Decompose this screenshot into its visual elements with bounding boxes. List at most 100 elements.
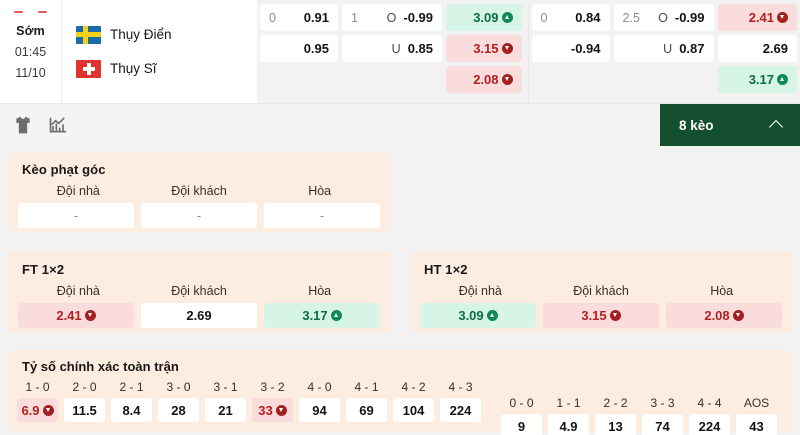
score-label: 4 - 0 xyxy=(307,380,332,394)
odds-group-primary: 0 0.91 0.95 1 O -0.99 xyxy=(260,4,529,103)
correct-score-card: Tỷ số chính xác toàn trận 1 - 0 6.9 2 - … xyxy=(8,350,792,435)
handicap-column-primary: 0 0.91 0.95 xyxy=(260,4,338,103)
score-column: 3 - 0 28 xyxy=(155,374,202,422)
score-odd[interactable]: 104 xyxy=(393,398,434,422)
column-header-home: Đội nhà xyxy=(56,284,100,298)
onextwo-cell[interactable]: 2.08 xyxy=(446,66,522,93)
handicap-line: 0 xyxy=(269,10,276,25)
handicap-cell[interactable]: 0 0.84 xyxy=(531,4,610,31)
handicap-cell-empty xyxy=(260,66,338,93)
score-odd-value: 43 xyxy=(749,418,764,434)
score-odd[interactable]: 28 xyxy=(158,398,199,422)
onextwo-cell[interactable]: 3.09 xyxy=(446,4,522,31)
score-label: 3 - 3 xyxy=(650,396,675,410)
score-odd-value: 94 xyxy=(312,402,327,418)
corner-card-headers: Đội nhà Đội khách Hòa xyxy=(8,177,390,198)
away-team-row[interactable]: Thụy Sĩ xyxy=(76,59,257,78)
score-odd[interactable]: 43 xyxy=(736,414,777,435)
handicap-cell[interactable]: 0 0.91 xyxy=(260,4,338,31)
score-label: 3 - 1 xyxy=(213,380,238,394)
score-label: 3 - 2 xyxy=(260,380,285,394)
score-odd-value: 33 xyxy=(258,402,273,418)
ht-away-odd[interactable]: 3.15 xyxy=(543,303,659,328)
ht-home-odd-value: 3.09 xyxy=(458,308,484,323)
home-team-row[interactable]: Thụy Điển xyxy=(76,25,257,44)
score-odd[interactable]: 69 xyxy=(346,398,387,422)
arrow-down-icon xyxy=(275,404,287,416)
corner-draw-odd[interactable]: - xyxy=(264,203,380,228)
score-odd[interactable]: 8.4 xyxy=(111,398,152,422)
over-under-cell[interactable]: U 0.85 xyxy=(342,35,442,62)
over-under-cell-empty xyxy=(614,66,714,93)
onextwo-cell[interactable]: 2.41 xyxy=(717,4,797,31)
over-under-cell[interactable]: U 0.87 xyxy=(613,35,714,62)
score-label: 2 - 1 xyxy=(119,380,144,394)
onextwo-price: 3.15 xyxy=(473,41,499,56)
chevron-up-icon xyxy=(770,121,783,129)
jersey-icon[interactable] xyxy=(13,115,33,135)
over-marker: O xyxy=(386,10,397,25)
over-under-cell-empty xyxy=(342,66,442,93)
match-date: 11/10 xyxy=(15,66,46,80)
over-under-cell[interactable]: 1 O -0.99 xyxy=(342,4,442,31)
corner-away-odd[interactable]: - xyxy=(141,203,257,228)
onextwo-cell[interactable]: 3.17 xyxy=(717,66,797,93)
ht-home-odd[interactable]: 3.09 xyxy=(420,303,536,328)
bar-chart-icon[interactable] xyxy=(48,115,68,135)
score-odd[interactable]: 13 xyxy=(595,414,636,435)
column-header-draw: Hòa xyxy=(710,284,734,298)
match-info-column: Sớm 01:45 11/10 xyxy=(0,0,62,103)
arrow-up-icon xyxy=(486,310,498,321)
score-column: 4 - 1 69 xyxy=(343,374,390,422)
handicap-cell[interactable]: -0.94 xyxy=(531,35,610,62)
score-placeholder-dashes xyxy=(0,6,61,18)
ht-draw-odd[interactable]: 2.08 xyxy=(666,303,782,328)
score-label: 4 - 4 xyxy=(697,396,722,410)
onextwo-price: 2.08 xyxy=(473,72,499,87)
score-odd[interactable]: 94 xyxy=(299,398,340,422)
score-odd[interactable]: 224 xyxy=(689,414,730,435)
arrow-down-icon xyxy=(609,310,621,321)
ft-draw-odd[interactable]: 3.17 xyxy=(264,303,380,328)
score-column: 2 - 0 11.5 xyxy=(61,374,108,422)
arrow-down-icon xyxy=(777,12,788,23)
score-odd-value: 74 xyxy=(655,418,670,434)
toolbar-icons xyxy=(0,115,68,135)
over-under-cell[interactable]: 2.5 O -0.99 xyxy=(613,4,714,31)
score-odd-value: 69 xyxy=(359,402,374,418)
score-odd[interactable]: 11.5 xyxy=(64,398,105,422)
score-label: 3 - 0 xyxy=(166,380,191,394)
onextwo-cell[interactable]: 3.15 xyxy=(446,35,522,62)
keo-count-button[interactable]: 8 kèo xyxy=(660,104,800,146)
score-odd[interactable]: 21 xyxy=(205,398,246,422)
score-odd[interactable]: 33 xyxy=(252,398,293,422)
ou-price: 0.87 xyxy=(679,41,705,56)
score-odd[interactable]: 9 xyxy=(501,414,542,435)
corner-home-odd[interactable]: - xyxy=(18,203,134,228)
handicap-column-secondary: 0 0.84 -0.94 xyxy=(531,4,610,103)
ft-card-headers: Đội nhà Đội khách Hòa xyxy=(8,277,390,298)
score-odd[interactable]: 6.9 xyxy=(17,398,58,422)
score-odd[interactable]: 4.9 xyxy=(548,414,589,435)
score-label: 1 - 1 xyxy=(556,396,581,410)
ft-home-odd[interactable]: 2.41 xyxy=(18,303,134,328)
score-odd[interactable]: 74 xyxy=(642,414,683,435)
odds-grid: 0 0.91 0.95 1 O -0.99 xyxy=(257,0,800,103)
score-odd-value: 9 xyxy=(517,418,526,434)
score-odd[interactable]: 224 xyxy=(440,398,481,422)
match-time: 01:45 xyxy=(14,45,47,59)
teams-column[interactable]: Thụy Điển Thụy Sĩ xyxy=(62,0,257,103)
ft-away-odd[interactable]: 2.69 xyxy=(141,303,257,328)
score-label: 0 - 0 xyxy=(509,396,534,410)
ft-home-odd-value: 2.41 xyxy=(56,308,82,323)
ft-card-title: FT 1×2 xyxy=(22,262,65,277)
handicap-cell[interactable]: 0.95 xyxy=(260,35,338,62)
match-odds-header: Sớm 01:45 11/10 Thụy Điển Thụy Sĩ 0 0.91 xyxy=(0,0,800,103)
switzerland-flag-icon xyxy=(76,59,101,78)
onextwo-cell[interactable]: 2.69 xyxy=(717,35,797,62)
score-column: 4 - 4 224 xyxy=(686,390,733,435)
ht-card-headers: Đội nhà Đội khách Hòa xyxy=(410,277,792,298)
home-team-name: Thụy Điển xyxy=(110,27,172,42)
arrow-up-icon xyxy=(777,74,788,85)
arrow-up-icon xyxy=(501,12,513,23)
